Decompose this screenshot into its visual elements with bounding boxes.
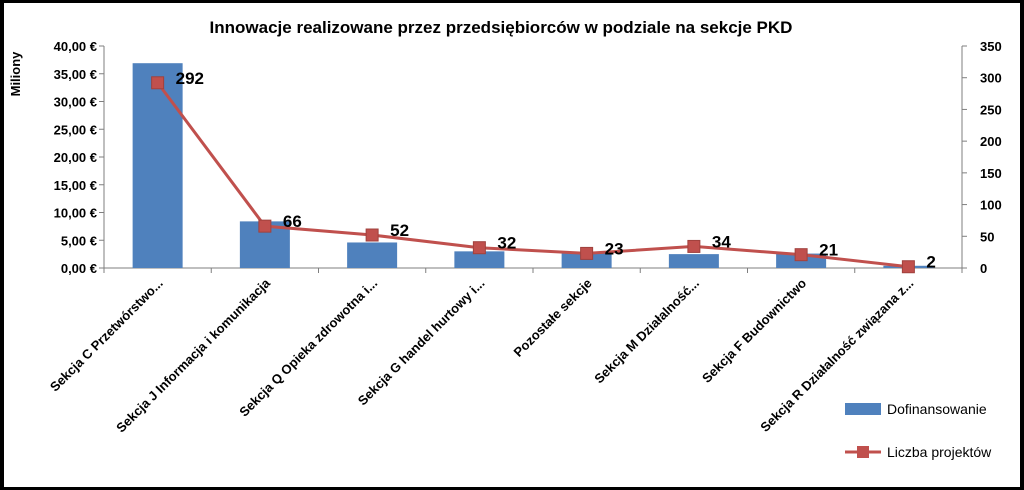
bar: [347, 242, 398, 268]
bar: [132, 63, 183, 268]
bar: [668, 254, 719, 268]
y-tick-label: 25,00 €: [54, 122, 97, 137]
bar: [561, 253, 612, 268]
y-tick-label: 15,00 €: [54, 178, 97, 193]
line-marker: [151, 76, 165, 90]
data-label: 292: [176, 69, 204, 88]
data-label: 23: [605, 239, 624, 258]
legend-swatch-bar: [845, 403, 881, 415]
line-marker: [472, 241, 486, 255]
y2-tick-label: 250: [980, 102, 1002, 117]
y2-tick-label: 100: [980, 198, 1002, 213]
line-marker: [258, 219, 272, 233]
data-label: 66: [283, 212, 302, 231]
y2-tick-label: 350: [980, 39, 1002, 54]
y2-tick-label: 150: [980, 166, 1002, 181]
y2-tick-label: 50: [980, 229, 994, 244]
data-label: 52: [390, 221, 409, 240]
y2-tick-label: 0: [980, 261, 987, 276]
line-marker: [794, 248, 808, 262]
line-marker: [365, 228, 379, 242]
legend: Dofinansowanie Liczba projektów: [845, 401, 992, 460]
legend-label: Liczba projektów: [887, 444, 992, 460]
y-tick-label: 5,00 €: [61, 233, 97, 248]
y-tick-label: 30,00 €: [54, 95, 97, 110]
line-marker: [580, 246, 594, 260]
data-label: 21: [819, 241, 838, 260]
legend-label: Dofinansowanie: [887, 401, 987, 417]
series-line: [156, 81, 909, 269]
legend-swatch-marker: [857, 446, 869, 458]
line-marker: [901, 260, 915, 274]
data-label: 32: [497, 234, 516, 253]
data-label: 34: [712, 232, 731, 251]
chart-title: Innowacje realizowane przez przedsiębior…: [210, 18, 793, 37]
data-label: 2: [926, 253, 935, 272]
line-group: [151, 76, 915, 274]
y-axis-title: Miliony: [8, 51, 23, 97]
bar: [454, 251, 505, 268]
line-marker: [687, 239, 701, 253]
y-tick-label: 0,00 €: [61, 261, 97, 276]
bars-group: [132, 63, 934, 268]
y2-tick-label: 200: [980, 134, 1002, 149]
y-tick-label: 40,00 €: [54, 39, 97, 54]
y-tick-label: 35,00 €: [54, 67, 97, 82]
y-tick-label: 10,00 €: [54, 206, 97, 221]
y-tick-label: 20,00 €: [54, 150, 97, 165]
y2-tick-label: 300: [980, 71, 1002, 86]
